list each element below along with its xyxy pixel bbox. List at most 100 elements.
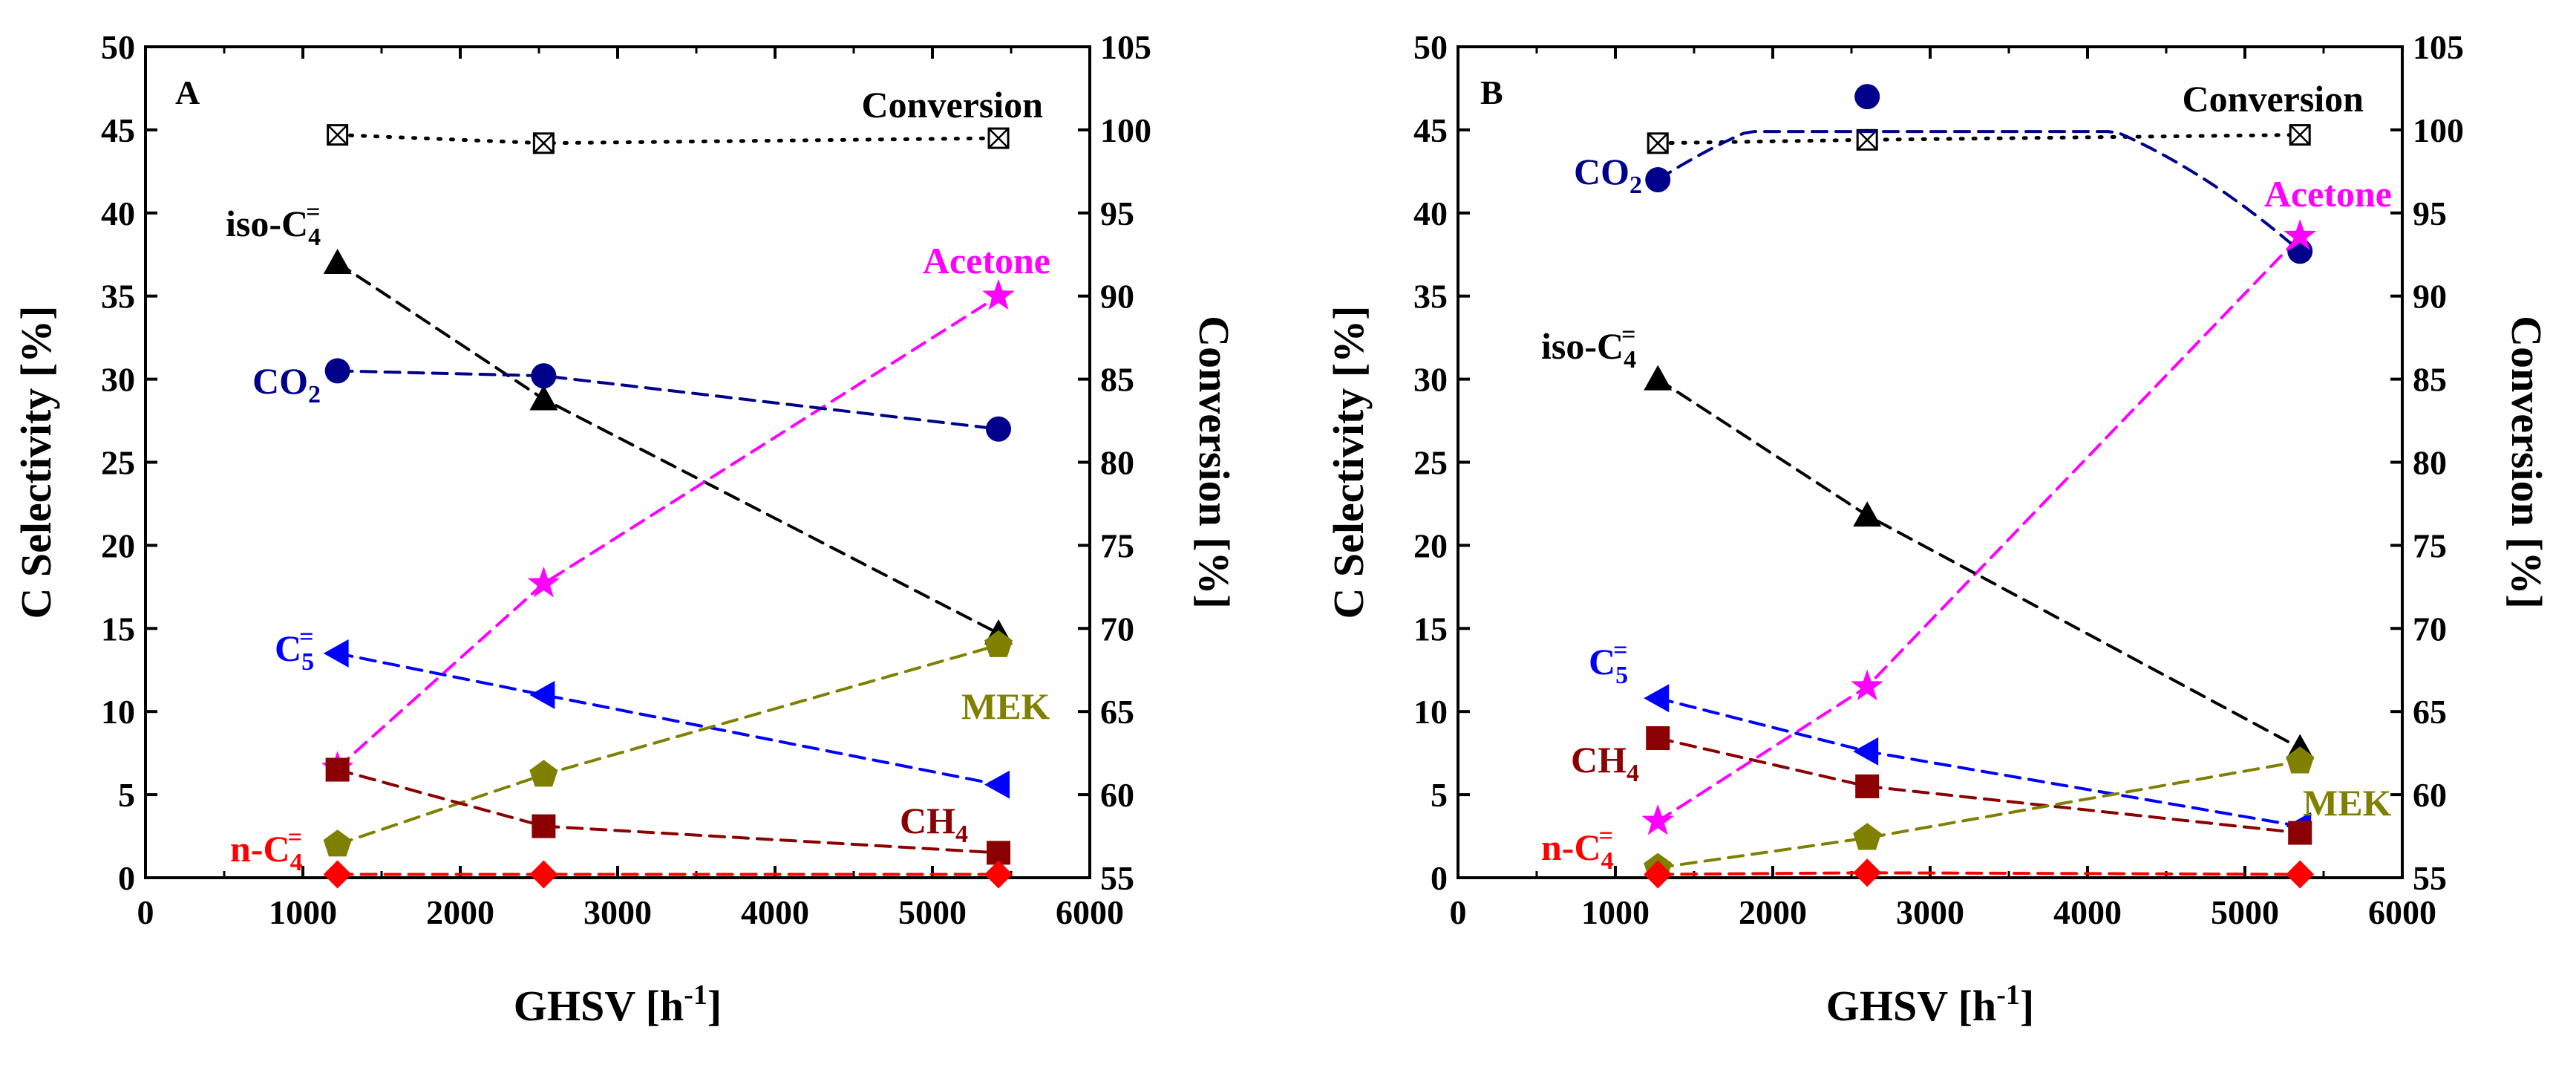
data-point-c5-0 <box>323 639 349 668</box>
series-label-iso-c4: iso-C4= <box>226 198 321 251</box>
y-right-tick-label: 90 <box>1100 278 1134 316</box>
series-label-c5-part-0: C <box>1589 641 1615 682</box>
series-line-acetone <box>1656 235 2302 823</box>
y-right-tick-label: 70 <box>1100 610 1134 648</box>
y-right-tick-label: 80 <box>2413 444 2447 482</box>
y-right-tick-label: 100 <box>1100 111 1151 149</box>
series-label-acetone: Acetone <box>2264 173 2392 215</box>
series-label-mek-part-0: MEK <box>961 685 1050 727</box>
series-label-acetone-part-0: Acetone <box>923 240 1050 281</box>
x-tick-label: 6000 <box>1056 893 1124 931</box>
x-tick-label: 2000 <box>426 893 494 931</box>
data-point-ch4-1 <box>532 814 556 838</box>
data-point-conversion-1-cross-b <box>533 132 555 154</box>
series-line-mek <box>1656 760 2302 870</box>
series-label-c5-part-1: 5 <box>301 648 314 676</box>
y-left-tick-label: 45 <box>101 111 135 149</box>
y-right-tick-label: 55 <box>2413 859 2447 897</box>
data-point-conversion-2 <box>987 127 1010 149</box>
y-left-tick-label: 25 <box>101 444 135 482</box>
x-axis-title-main: GHSV [h <box>514 982 684 1030</box>
x-axis-title-end: ] <box>707 982 722 1030</box>
y-right-tick-label: 75 <box>2413 526 2447 564</box>
data-point-conversion-1 <box>1856 128 1878 151</box>
chart-panel-b: 0 1000 2000 3000 4000 5000 6000051015202530354… <box>1324 28 2551 1030</box>
y-right-tick-label: 95 <box>2413 195 2447 232</box>
data-point-acetone-2 <box>2284 219 2317 250</box>
panel-letter: B <box>1480 74 1503 111</box>
data-point-conversion-2-cross-b <box>988 128 1009 149</box>
data-point-co2-0 <box>324 358 350 384</box>
x-axis-title-end: ] <box>2020 982 2034 1030</box>
y-left-tick-label: 10 <box>101 693 135 731</box>
series-label-ch4: CH4 <box>900 800 968 848</box>
series-c5: C5= <box>275 623 1010 799</box>
y-left-tick-label: 5 <box>118 776 135 814</box>
data-point-conversion-0-cross-b <box>327 124 348 146</box>
series-label-mek-part-0: MEK <box>2303 782 2392 824</box>
data-point-conversion-1 <box>532 132 555 154</box>
data-point-mek-2 <box>984 630 1013 657</box>
series-line-c5 <box>1656 697 2302 828</box>
series-line-acetone <box>336 294 1000 770</box>
data-point-co2-1 <box>531 363 557 389</box>
x-tick-label: 4000 <box>2053 893 2122 931</box>
data-point-co2-2 <box>986 416 1012 442</box>
x-axis-title-sup: -1 <box>1996 979 2020 1011</box>
y-left-tick-label: 30 <box>101 361 135 399</box>
data-point-c5-1 <box>529 680 555 709</box>
x-axis-title-main: GHSV [h <box>1826 982 1996 1030</box>
data-point-acetone-1 <box>1851 669 1884 701</box>
y-left-axis-title: C Selectivity [%] <box>1324 306 1373 619</box>
data-point-iso-c4-0 <box>1644 365 1673 391</box>
x-tick-label: 3000 <box>583 893 652 931</box>
series-label-co2: CO2 <box>1574 151 1642 199</box>
series-label-iso-c4-part-0: iso-C <box>1541 325 1624 367</box>
data-point-acetone-2 <box>982 278 1015 310</box>
x-tick-label: 6000 <box>2368 893 2436 931</box>
series-line-co2 <box>1656 130 2302 253</box>
series-label-ch4-part-0: CH <box>1571 739 1627 780</box>
data-point-iso-c4-1 <box>1853 501 1882 527</box>
series-label-c5-part-1: 5 <box>1615 662 1628 689</box>
series-label-c5-part-2: = <box>299 623 313 651</box>
y-left-tick-label: 40 <box>1413 195 1448 232</box>
series-label-c5: C5= <box>275 623 314 676</box>
series-label-iso-c4-part-2: = <box>306 198 320 226</box>
series-label-iso-c4-part-0: iso-C <box>226 203 308 244</box>
series-line-iso-c4 <box>336 261 1000 635</box>
series-line-iso-c4 <box>1656 377 2302 750</box>
series-ch4: CH4 <box>325 757 1011 865</box>
series-label-co2: CO2 <box>252 360 321 408</box>
series-acetone: Acetone <box>321 240 1050 782</box>
series-label-n-c4-part-2: = <box>1599 822 1613 850</box>
x-tick-label: 0 <box>1450 893 1467 931</box>
y-left-tick-label: 35 <box>1413 278 1448 316</box>
y-right-tick-label: 105 <box>2413 28 2464 66</box>
series-label-n-c4-part-0: n-C <box>1541 826 1601 868</box>
data-point-acetone-1 <box>527 566 560 598</box>
y-left-tick-label: 35 <box>101 278 135 316</box>
series-c5: C5= <box>1589 636 2312 841</box>
series-label-ch4-part-1: 4 <box>955 821 968 848</box>
y-right-axis-title: Conversion [%] <box>2503 316 2551 609</box>
series-label-n-c4-part-2: = <box>288 824 302 851</box>
y-right-tick-label: 105 <box>1100 28 1151 66</box>
y-left-axis-title: C Selectivity [%] <box>12 306 60 619</box>
series-label-n-c4: n-C4= <box>1541 822 1614 875</box>
series-label-mek: MEK <box>2303 782 2392 824</box>
y-left-tick-label: 40 <box>101 195 135 232</box>
y-right-tick-label: 55 <box>1100 859 1134 897</box>
y-right-tick-label: 80 <box>1100 444 1134 482</box>
x-tick-label: 4000 <box>741 893 809 931</box>
data-point-acetone-0 <box>1641 803 1675 835</box>
x-axis-title: GHSV [h-1] <box>514 979 722 1030</box>
x-tick-label: 0 <box>137 893 154 931</box>
series-acetone: Acetone <box>1641 173 2392 835</box>
data-point-c5-0 <box>1644 684 1670 713</box>
series-co2: CO2 <box>252 358 1012 442</box>
series-label-c5-part-2: = <box>1613 636 1627 664</box>
series-line-c5 <box>336 651 1000 786</box>
series-label-ch4: CH4 <box>1571 739 1639 787</box>
